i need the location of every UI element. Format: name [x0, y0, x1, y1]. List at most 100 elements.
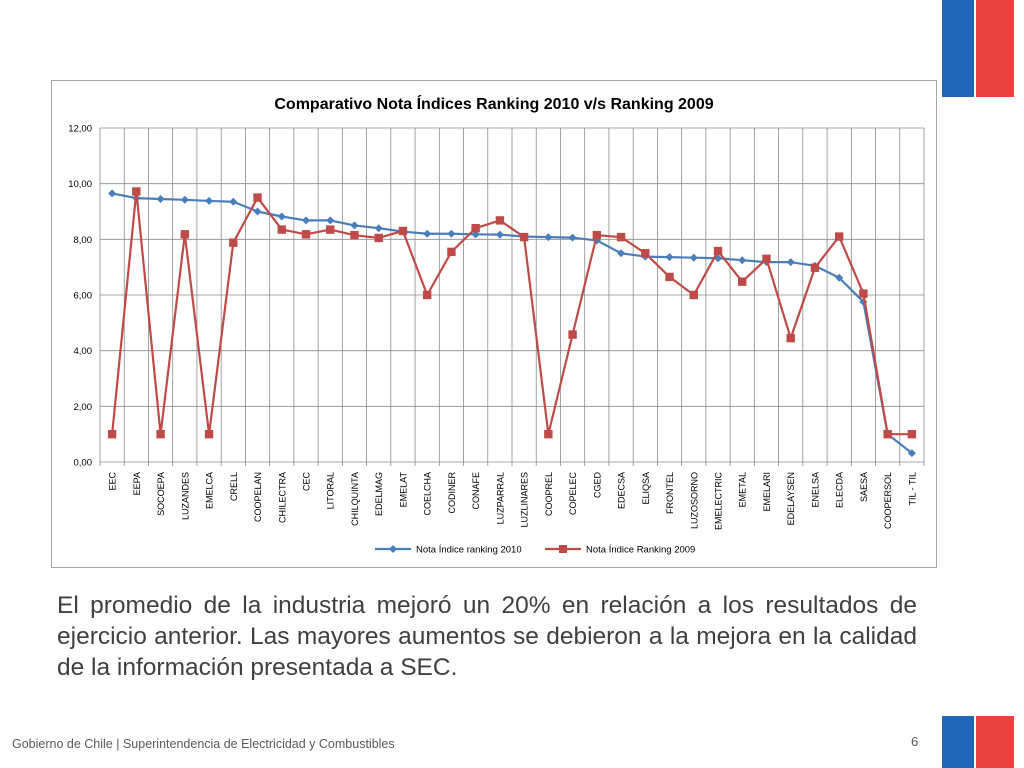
data-point-diamond	[495, 230, 504, 239]
x-tick-label: ELIQSA	[641, 472, 651, 505]
flag-blue-stripe	[942, 0, 974, 97]
y-tick-label: 4,00	[74, 346, 93, 357]
x-tick-label: COOPREL	[544, 472, 554, 516]
data-point-square	[665, 272, 674, 282]
data-point-square	[544, 429, 553, 439]
chart-title: Comparativo Nota Índices Ranking 2010 v/…	[274, 94, 713, 113]
data-point-diamond	[277, 212, 286, 221]
x-tick-label: ELECDA	[835, 472, 845, 508]
data-point-square	[326, 225, 335, 234]
data-point-square	[422, 290, 432, 300]
data-point-diamond	[568, 233, 577, 242]
data-point-square	[350, 230, 359, 240]
x-tick-label: EMELCA	[205, 472, 215, 509]
x-tick-label: EMELECTRIC	[714, 472, 724, 531]
x-tick-label: EDELMAG	[374, 472, 384, 516]
series-line	[111, 190, 912, 436]
data-point-square	[810, 263, 820, 272]
series-line	[111, 192, 913, 454]
x-tick-label: LITORAL	[326, 472, 336, 509]
x-tick-label: COPELEC	[568, 472, 578, 516]
data-point-square	[180, 230, 190, 239]
y-tick-label: 10,00	[68, 179, 92, 190]
data-point-diamond	[302, 216, 310, 225]
flag-red-stripe	[976, 716, 1014, 768]
data-point-diamond	[350, 221, 359, 230]
legend-marker-square	[559, 545, 567, 553]
data-point-square	[277, 225, 286, 234]
data-point-square	[689, 290, 698, 300]
line-chart: Comparativo Nota Índices Ranking 2010 v/…	[68, 94, 925, 556]
y-tick-label: 2,00	[74, 402, 93, 413]
x-tick-label: EDECSA	[617, 472, 627, 509]
data-point-square	[156, 429, 165, 439]
data-point-diamond	[907, 449, 916, 458]
legend-marker-diamond	[389, 545, 397, 553]
x-tick-label: LUZLINARES	[520, 472, 530, 528]
data-point-diamond	[156, 194, 165, 203]
legend-label: Nota Índice ranking 2010	[416, 545, 522, 556]
data-point-diamond	[108, 189, 117, 198]
series	[107, 187, 917, 458]
data-point-square	[301, 230, 311, 239]
data-point-diamond	[229, 197, 238, 206]
data-point-square	[398, 226, 408, 236]
data-point-diamond	[180, 195, 189, 204]
x-tick-label: SAESA	[859, 472, 869, 502]
x-tick-label: ENELSA	[810, 472, 820, 508]
legend: Nota Índice ranking 2010 Nota Índice Rank…	[375, 545, 695, 556]
x-tick-label: CEC	[302, 472, 312, 492]
data-point-diamond	[738, 256, 747, 265]
data-point-square	[713, 246, 723, 256]
series-2009	[107, 187, 917, 439]
data-point-square	[374, 233, 383, 243]
data-point-diamond	[423, 229, 432, 238]
data-point-square	[762, 254, 771, 264]
chile-flag-decoration-bottom	[942, 716, 1014, 768]
x-tick-label: EEPA	[132, 472, 142, 495]
data-point-diamond	[326, 216, 335, 225]
y-tick-label: 8,00	[74, 235, 93, 246]
data-point-square	[883, 429, 892, 439]
y-tick-label: 12,00	[68, 124, 92, 135]
y-tick-label: 0,00	[74, 458, 93, 469]
grid	[99, 127, 925, 466]
data-point-square	[229, 238, 238, 247]
x-tick-label: LUZANDES	[180, 472, 190, 520]
data-point-square	[447, 247, 456, 257]
x-tick-label: EMELARI	[762, 472, 772, 512]
x-tick-label: CHILQUINTA	[350, 472, 360, 526]
data-point-square	[107, 429, 117, 439]
x-axis-ticks: EEC EEPA SOCOEPA LUZANDES EMELCA CRELL COOPELA…	[108, 472, 918, 531]
x-tick-label: COOPERSOL	[883, 472, 893, 529]
footer-text: Gobierno de Chile | Superintendencia de …	[12, 737, 395, 751]
data-point-square	[907, 429, 917, 439]
x-tick-label: SOCOEPA	[156, 472, 166, 516]
x-tick-label: EMETAL	[738, 472, 748, 507]
x-tick-label: CONAFE	[471, 472, 481, 510]
data-point-diamond	[689, 253, 698, 262]
x-tick-label: LUZOSORNO	[689, 472, 699, 529]
x-tick-label: LUZPARRAL	[495, 472, 505, 524]
x-tick-label: EDELAYSEN	[786, 472, 796, 525]
chart-container: Comparativo Nota Índices Ranking 2010 v/…	[51, 80, 937, 568]
data-point-diamond	[544, 233, 553, 242]
page-number: 6	[911, 734, 919, 749]
data-point-square	[616, 232, 626, 242]
data-point-diamond	[374, 224, 383, 233]
x-tick-label: CHILECTRA	[277, 472, 287, 523]
x-tick-label: COOPELAN	[253, 472, 263, 522]
legend-label: Nota Índice Ranking 2009	[586, 545, 695, 556]
chile-flag-decoration-top	[942, 0, 1014, 97]
data-point-square	[204, 429, 214, 439]
data-point-diamond	[447, 229, 456, 238]
data-point-square	[471, 224, 480, 233]
x-tick-label: EEC	[108, 472, 118, 491]
x-tick-label: CRELL	[229, 472, 239, 501]
y-axis-ticks: 0,00 2,00 4,00 6,00 8,00 10,00 12,00	[68, 124, 92, 469]
data-point-square	[132, 187, 141, 196]
data-point-diamond	[617, 249, 626, 258]
summary-paragraph: El promedio de la industria mejoró un 20…	[57, 592, 917, 681]
x-tick-label: EMELAT	[398, 472, 408, 508]
x-tick-label: COELCHA	[423, 472, 433, 516]
